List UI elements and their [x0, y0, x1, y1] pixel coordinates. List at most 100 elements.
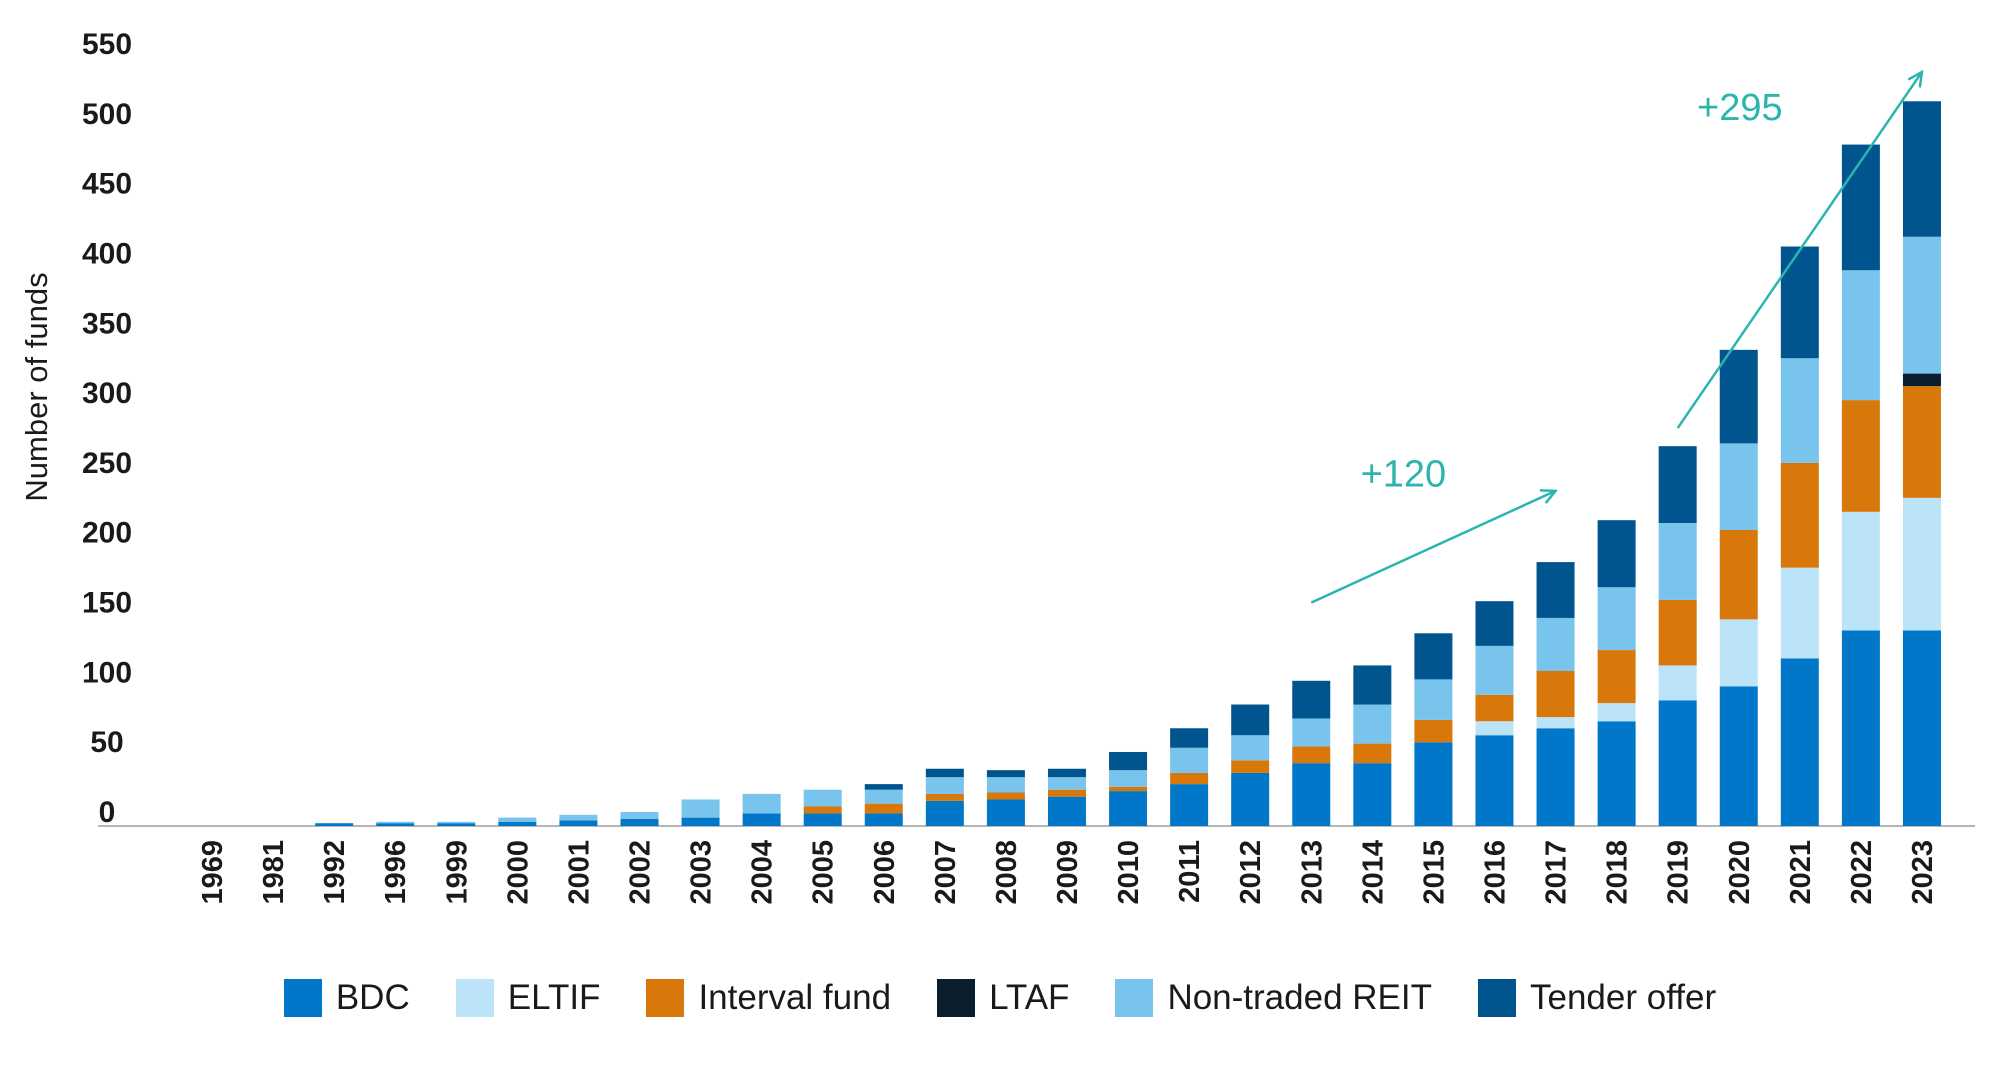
- bar-segment-interval-fund-2009: [1047, 789, 1086, 797]
- bar-segment-tender-offer-2017: [1536, 562, 1575, 618]
- bar-segment-bdc-2018: [1597, 721, 1636, 826]
- bar-segment-tender-offer-2012: [1231, 704, 1270, 736]
- bar-segment-non-traded-reit-2004: [742, 793, 781, 814]
- x-tick-label: 2000: [502, 840, 534, 905]
- bar-segment-bdc-2013: [1292, 763, 1331, 826]
- x-tick-label: 1981: [258, 840, 290, 905]
- bar-segment-non-traded-reit-2016: [1475, 645, 1514, 695]
- legend-item: Tender offer: [1478, 978, 1716, 1018]
- x-tick-label: 2002: [624, 840, 656, 905]
- bar-segment-ltaf-2023: [1902, 373, 1941, 387]
- bar-segment-interval-fund-2007: [925, 793, 964, 801]
- x-tick-label: 2006: [869, 840, 901, 905]
- bar-segment-non-traded-reit-2017: [1536, 617, 1575, 672]
- bar-segment-interval-fund-2008: [986, 792, 1025, 800]
- y-tick-label: 350: [82, 307, 132, 340]
- bar-segment-eltif-2017: [1536, 717, 1575, 729]
- growth-arrow: [1676, 72, 1922, 429]
- bar-segment-bdc-2009: [1047, 796, 1086, 826]
- legend-label: Non-traded REIT: [1167, 978, 1432, 1017]
- legend-item: ELTIF: [455, 978, 600, 1018]
- bar-segment-interval-fund-2015: [1414, 719, 1453, 743]
- y-tick-label: 450: [82, 168, 132, 201]
- bar-segment-tender-offer-2021: [1780, 246, 1819, 359]
- x-tick-label: 2020: [1724, 840, 1756, 905]
- bar-segment-non-traded-reit-2018: [1597, 587, 1636, 651]
- bar-segment-bdc-2020: [1719, 686, 1758, 826]
- y-tick-label: 400: [82, 237, 132, 270]
- bar-segment-interval-fund-2016: [1475, 694, 1514, 722]
- bar-segment-bdc-2003: [681, 817, 720, 826]
- bar-segment-interval-fund-2014: [1353, 743, 1392, 764]
- bar-segment-interval-fund-2022: [1841, 400, 1880, 512]
- bar-segment-non-traded-reit-2014: [1353, 704, 1392, 744]
- bar-segment-non-traded-reit-2023: [1902, 236, 1941, 374]
- x-tick-label: 2019: [1663, 840, 1695, 905]
- bar-segment-bdc-2006: [864, 813, 903, 826]
- bar-segment-interval-fund-2023: [1902, 386, 1941, 498]
- bar-segment-bdc-2015: [1414, 742, 1453, 826]
- bar-segment-interval-fund-2012: [1231, 760, 1270, 773]
- y-tick-label: 200: [82, 517, 132, 550]
- bar-segment-interval-fund-2019: [1658, 599, 1697, 666]
- bar-segment-tender-offer-2013: [1292, 680, 1331, 719]
- bar-segment-interval-fund-2011: [1170, 772, 1209, 785]
- y-axis-label: Number of funds: [19, 272, 54, 501]
- x-tick-label: 2018: [1602, 840, 1634, 905]
- growth-label: +295: [1697, 87, 1783, 129]
- bar-segment-non-traded-reit-2009: [1047, 777, 1086, 790]
- x-tick-label: 2004: [747, 840, 779, 905]
- y-tick-label: 150: [82, 587, 132, 620]
- bar-segment-non-traded-reit-2015: [1414, 679, 1453, 720]
- bar-segment-bdc-2022: [1841, 630, 1880, 826]
- legend-swatch: [1115, 979, 1154, 1017]
- legend-item: LTAF: [937, 978, 1069, 1018]
- bar-segment-non-traded-reit-2006: [864, 789, 903, 804]
- bar-segment-bdc-2011: [1170, 784, 1209, 826]
- legend-swatch: [937, 979, 976, 1017]
- bar-segment-non-traded-reit-2005: [803, 789, 842, 807]
- bar-segment-tender-offer-2009: [1047, 768, 1086, 778]
- bar-segment-tender-offer-2019: [1658, 446, 1697, 523]
- legend-swatch: [455, 979, 494, 1017]
- x-tick-label: 2021: [1785, 840, 1817, 905]
- bar-segment-bdc-1992: [315, 823, 354, 826]
- bars: [315, 101, 1941, 826]
- bar-segment-tender-offer-2022: [1841, 144, 1880, 271]
- bar-segment-eltif-2023: [1902, 497, 1941, 631]
- y-axis-ticks: 0 50 100 150 200 250 300 350 400 450 500 550: [82, 28, 132, 829]
- x-tick-label: 2016: [1479, 840, 1511, 905]
- bar-segment-bdc-2017: [1536, 728, 1575, 826]
- stacked-bar-chart: 0 50 100 150 200 250 300 350 400 450 500 550 Number…: [19, 28, 1975, 905]
- growth-annotations: +120 +295: [1310, 72, 1922, 604]
- bar-segment-non-traded-reit-2019: [1658, 522, 1697, 600]
- x-tick-label: 2014: [1357, 840, 1389, 905]
- legend-swatch: [646, 979, 685, 1017]
- growth-label: +120: [1361, 454, 1447, 496]
- x-tick-label: 2015: [1418, 840, 1450, 905]
- bar-segment-interval-fund-2020: [1719, 529, 1758, 620]
- bar-segment-eltif-2021: [1780, 567, 1819, 659]
- y-tick-label: 50: [90, 726, 123, 759]
- legend-label: Interval fund: [698, 978, 892, 1017]
- bar-segment-non-traded-reit-2020: [1719, 443, 1758, 530]
- y-tick-label: 550: [82, 28, 132, 61]
- x-tick-label: 2012: [1235, 840, 1267, 905]
- y-tick-label: 300: [82, 377, 132, 410]
- x-tick-label: 2001: [563, 840, 595, 905]
- bar-segment-tender-offer-2010: [1109, 751, 1148, 771]
- bar-segment-tender-offer-2014: [1353, 665, 1392, 705]
- bar-segment-bdc-2000: [498, 821, 537, 826]
- x-tick-label: 2011: [1174, 840, 1206, 903]
- bar-segment-bdc-2021: [1780, 658, 1819, 826]
- y-tick-label: 250: [82, 447, 132, 480]
- bar-segment-eltif-2022: [1841, 511, 1880, 631]
- x-tick-label: 1969: [197, 840, 229, 905]
- x-tick-label: 1992: [319, 840, 351, 905]
- bar-segment-non-traded-reit-2022: [1841, 270, 1880, 401]
- bar-segment-bdc-2002: [620, 819, 659, 826]
- bar-segment-bdc-2005: [803, 813, 842, 826]
- x-tick-label: 1996: [380, 840, 412, 905]
- x-tick-label: 2017: [1541, 840, 1573, 905]
- bar-segment-non-traded-reit-2000: [498, 817, 537, 822]
